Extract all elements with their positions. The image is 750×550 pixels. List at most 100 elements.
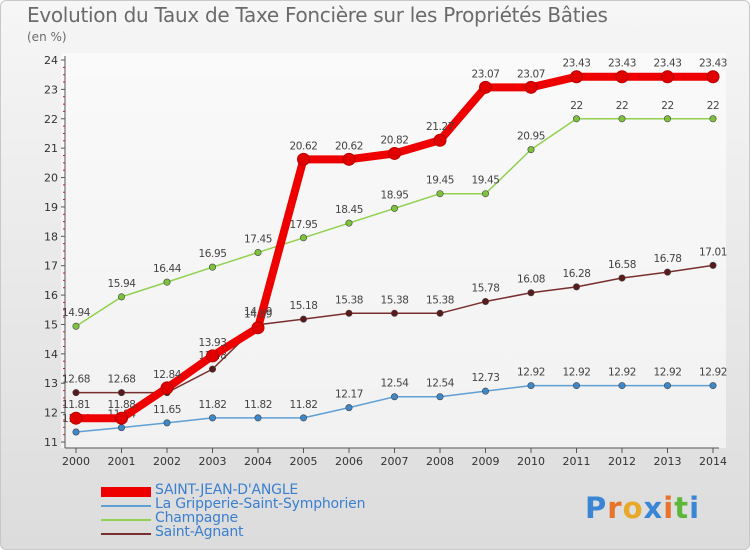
data-label: 16.28	[562, 268, 590, 280]
data-point	[209, 414, 217, 422]
data-label: 17.45	[244, 233, 272, 245]
data-point	[436, 190, 444, 198]
x-tick-label: 2001	[108, 455, 136, 468]
legend-label: SAINT-JEAN-D'ANGLE	[155, 482, 299, 498]
data-label: 21.27	[426, 121, 454, 133]
data-label: 12.17	[335, 389, 363, 401]
x-tick-label: 2003	[199, 455, 227, 468]
x-tick-label: 2008	[426, 455, 454, 468]
data-label: 16.78	[653, 253, 681, 265]
data-point	[209, 263, 217, 271]
data-point	[345, 219, 353, 227]
x-tick-label: 2007	[381, 455, 409, 468]
data-label: 11.82	[244, 399, 272, 411]
y-tick-label: 19	[44, 201, 58, 214]
data-point	[709, 115, 717, 123]
data-point	[663, 268, 671, 276]
data-label: 12.68	[62, 374, 90, 386]
legend-label: La Gripperie-Saint-Symphorien	[155, 496, 366, 512]
data-point	[433, 133, 447, 147]
legend-label: Saint-Agnant	[155, 524, 244, 540]
y-tick-label: 23	[44, 83, 58, 96]
data-point	[299, 414, 307, 422]
data-point	[118, 424, 126, 432]
data-label: 23.43	[699, 58, 727, 70]
data-point	[390, 393, 398, 401]
data-label: 11.82	[198, 399, 226, 411]
data-point	[163, 278, 171, 286]
data-label: 22	[570, 100, 583, 112]
data-point	[709, 382, 717, 390]
y-tick-label: 14	[44, 348, 58, 361]
data-label: 22	[661, 100, 674, 112]
data-point	[570, 70, 583, 84]
data-label: 20.82	[380, 134, 408, 146]
data-label: 22	[707, 100, 720, 112]
y-tick-label: 24	[44, 54, 58, 67]
x-tick-label: 2009	[472, 455, 500, 468]
data-point	[345, 404, 353, 412]
data-label: 12.54	[380, 378, 409, 390]
y-tick-label: 15	[44, 318, 58, 331]
data-label: 18.95	[380, 189, 408, 201]
data-point	[572, 382, 580, 390]
data-label: 23.43	[653, 58, 681, 70]
data-label: 23.43	[608, 58, 636, 70]
data-point	[254, 414, 262, 422]
y-tick-label: 22	[44, 113, 58, 126]
data-point	[72, 322, 80, 330]
data-label: 18.45	[335, 204, 363, 216]
data-label: 15.78	[471, 283, 499, 295]
data-label: 11.88	[107, 399, 135, 411]
logo-letter: o	[622, 491, 644, 525]
y-tick-label: 21	[44, 142, 58, 155]
data-point	[251, 321, 265, 335]
data-point	[572, 283, 580, 291]
data-point	[118, 293, 126, 301]
data-point	[706, 70, 720, 84]
x-tick-label: 2005	[290, 455, 318, 468]
data-point	[618, 382, 626, 390]
data-point	[527, 289, 535, 297]
y-tick-label: 18	[44, 230, 58, 243]
data-point	[118, 389, 126, 397]
data-label: 12.92	[608, 367, 636, 379]
data-point	[299, 234, 307, 242]
logo-letter: r	[607, 491, 623, 525]
data-label: 16.44	[153, 263, 182, 275]
data-label: 13.93	[198, 337, 226, 349]
data-point	[299, 315, 307, 323]
data-label: 12.73	[471, 372, 499, 384]
data-label: 14.94	[62, 307, 91, 319]
data-label: 12.92	[653, 367, 681, 379]
data-label: 23.07	[471, 68, 499, 80]
x-tick-label: 2013	[654, 455, 682, 468]
data-label: 19.45	[471, 175, 499, 187]
x-tick-label: 2014	[699, 455, 727, 468]
data-label: 23.07	[517, 68, 545, 80]
legend-swatch	[101, 487, 151, 497]
data-point	[388, 146, 401, 160]
data-point	[618, 274, 626, 282]
data-label: 20.62	[335, 140, 363, 152]
data-point	[115, 411, 128, 425]
data-point	[709, 261, 717, 269]
y-tick-label: 12	[44, 407, 58, 420]
logo-letter: P	[585, 491, 608, 525]
legend-swatch	[101, 533, 151, 535]
data-point	[297, 152, 310, 166]
data-label: 12.92	[699, 367, 727, 379]
data-point	[206, 349, 219, 363]
data-label: 22	[616, 100, 629, 112]
data-point	[72, 428, 80, 436]
legend-label: Champagne	[155, 510, 238, 526]
logo-letter: i	[663, 491, 675, 525]
data-label: 12.54	[426, 378, 455, 390]
data-point	[390, 309, 398, 317]
y-tick-label: 16	[44, 289, 58, 302]
data-point	[661, 70, 674, 84]
y-tick-label: 11	[44, 436, 58, 449]
data-label: 16.95	[198, 248, 226, 260]
data-label: 11.82	[289, 399, 317, 411]
